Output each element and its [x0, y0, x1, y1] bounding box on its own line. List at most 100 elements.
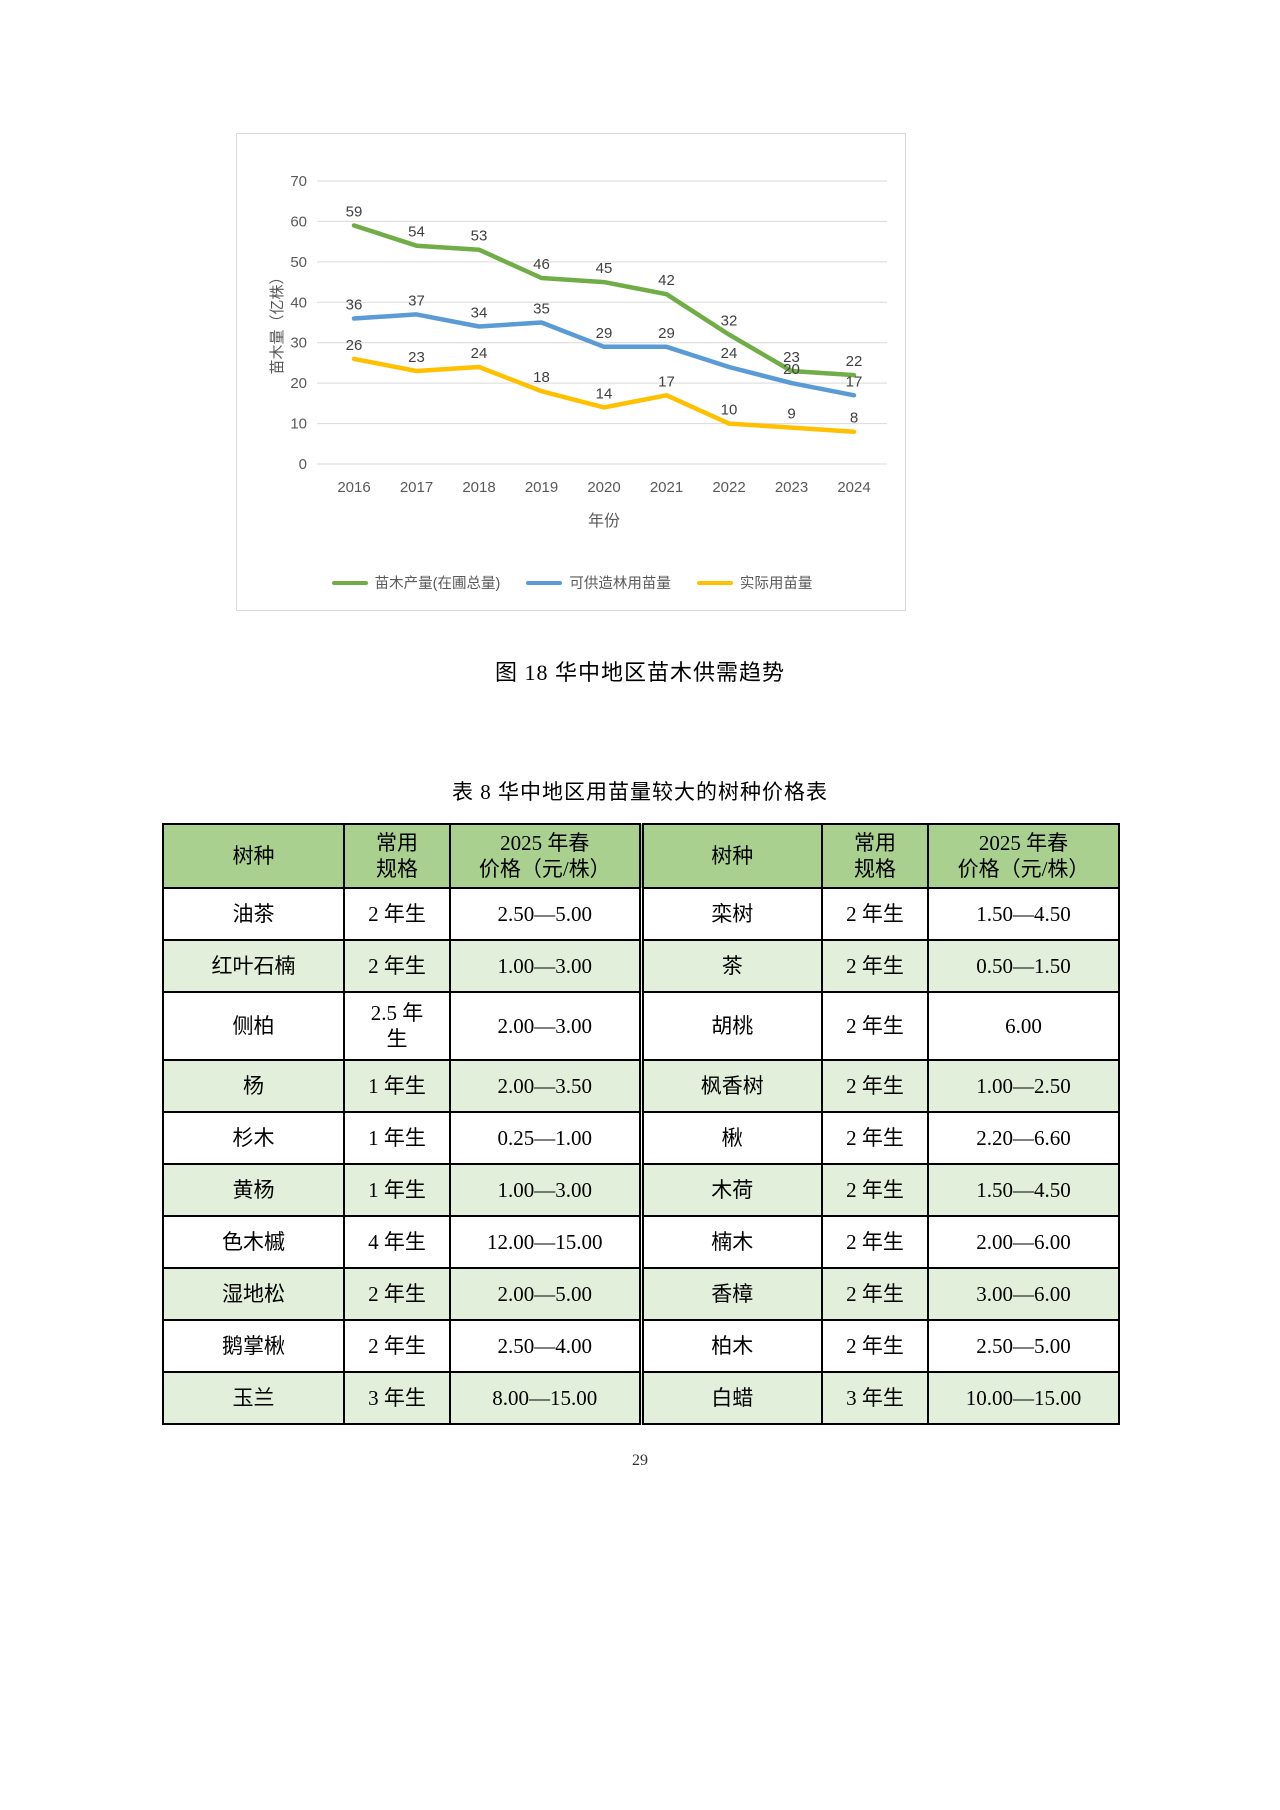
x-tick-label: 2017: [400, 479, 433, 496]
data-label: 17: [658, 373, 675, 390]
spec-cell: 3 年生: [821, 1371, 929, 1425]
price-cell: 2.50—5.00: [927, 1319, 1120, 1373]
chart-legend: 苗木产量(在圃总量) 可供造林用苗量 实际用苗量: [237, 572, 907, 593]
legend-label: 可供造林用苗量: [569, 576, 671, 592]
series-line: [351, 223, 857, 378]
chart-figure: 0 10 20 30 40 50 60 70 苗木量（亿株） 2016 2017 2018 2019 20…: [236, 133, 906, 611]
species-cell: 侧柏: [162, 991, 345, 1061]
y-axis-title: 苗木量（亿株）: [269, 269, 286, 374]
data-label: 29: [596, 325, 613, 342]
legend-line-swatch: [696, 580, 733, 585]
spec-cell: 1 年生: [343, 1111, 451, 1165]
x-tick-label: 2024: [837, 479, 870, 496]
spec-cell: 2 年生: [821, 887, 929, 941]
legend-label: 实际用苗量: [739, 576, 813, 592]
spec-cell: 4 年生: [343, 1215, 451, 1269]
y-tick-label: 30: [290, 335, 307, 352]
price-cell: 1.50—4.50: [927, 1163, 1120, 1217]
table-header-row: 树种 常用 规格 2025 年春 价格（元/株） 树种 常用 规格 2025 年春 价格（…: [162, 823, 1120, 889]
data-label: 35: [533, 301, 550, 318]
spec-cell: 2 年生: [343, 1267, 451, 1321]
data-label: 8: [850, 410, 858, 427]
price-cell: 12.00—15.00: [449, 1215, 642, 1269]
table-title: 表 8 华中地区用苗量较大的树种价格表: [452, 780, 828, 804]
data-label: 46: [533, 256, 550, 273]
table-header-cell: 树种: [162, 823, 345, 889]
spec-cell: 2 年生: [343, 1319, 451, 1373]
spec-cell: 1 年生: [343, 1059, 451, 1113]
data-label: 34: [471, 305, 488, 322]
table-row: 鹅掌楸 2 年生 2.50—4.00 柏木 2 年生 2.50—5.00: [162, 1319, 1120, 1373]
y-tick-label: 0: [299, 456, 307, 473]
species-cell: 湿地松: [162, 1267, 345, 1321]
data-label: 29: [658, 325, 675, 342]
species-cell: 黄杨: [162, 1163, 345, 1217]
data-label: 17: [846, 373, 863, 390]
data-label: 23: [783, 349, 800, 366]
price-cell: 2.00—6.00: [927, 1215, 1120, 1269]
data-label: 24: [721, 345, 738, 362]
data-label: 36: [346, 297, 363, 314]
data-label: 18: [533, 369, 550, 386]
species-cell: 栾树: [638, 887, 823, 941]
table-row: 湿地松 2 年生 2.00—5.00 香樟 2 年生 3.00—6.00: [162, 1267, 1120, 1321]
legend-item: 苗木产量(在圃总量): [331, 572, 501, 593]
spec-cell: 2 年生: [821, 1319, 929, 1373]
table-row: 黄杨 1 年生 1.00—3.00 木荷 2 年生 1.50—4.50: [162, 1163, 1120, 1217]
legend-label: 苗木产量(在圃总量): [374, 576, 501, 592]
spec-cell: 2 年生: [821, 1163, 929, 1217]
x-tick-label: 2021: [650, 479, 683, 496]
page-number: 29: [632, 1452, 648, 1469]
spec-cell: 2 年生: [821, 1111, 929, 1165]
data-label: 32: [721, 313, 738, 330]
species-cell: 白蜡: [638, 1371, 823, 1425]
data-label: 42: [658, 272, 675, 289]
spec-cell: 2 年生: [821, 1267, 929, 1321]
price-cell: 2.50—5.00: [449, 887, 642, 941]
species-cell: 枫香树: [638, 1059, 823, 1113]
price-cell: 3.00—6.00: [927, 1267, 1120, 1321]
table-header-cell: 2025 年春 价格（元/株）: [927, 823, 1120, 889]
x-tick-label: 2022: [712, 479, 745, 496]
series-line: [351, 356, 857, 434]
y-tick-label: 40: [290, 294, 307, 311]
species-cell: 色木槭: [162, 1215, 345, 1269]
table-header-cell: 2025 年春 价格（元/株）: [449, 823, 642, 889]
data-label: 10: [721, 402, 738, 419]
species-cell: 油茶: [162, 887, 345, 941]
spec-cell: 2 年生: [821, 939, 929, 993]
price-cell: 1.00—3.00: [449, 1163, 642, 1217]
spec-cell: 3 年生: [343, 1371, 451, 1425]
table-row: 红叶石楠 2 年生 1.00—3.00 茶 2 年生 0.50—1.50: [162, 939, 1120, 993]
spec-cell: 1 年生: [343, 1163, 451, 1217]
species-cell: 杉木: [162, 1111, 345, 1165]
data-label: 24: [471, 345, 488, 362]
species-cell: 杨: [162, 1059, 345, 1113]
legend-item: 可供造林用苗量: [526, 572, 671, 593]
price-cell: 10.00—15.00: [927, 1371, 1120, 1425]
species-cell: 木荷: [638, 1163, 823, 1217]
species-cell: 楠木: [638, 1215, 823, 1269]
table-header-cell: 树种: [638, 823, 823, 889]
price-cell: 2.50—4.00: [449, 1319, 642, 1373]
legend-line-swatch: [526, 580, 563, 585]
y-tick-label: 10: [290, 416, 307, 433]
species-cell: 香樟: [638, 1267, 823, 1321]
species-cell: 红叶石楠: [162, 939, 345, 993]
y-tick-label: 60: [290, 213, 307, 230]
price-cell: 2.20—6.60: [927, 1111, 1120, 1165]
spec-cell: 2 年生: [343, 887, 451, 941]
data-label: 9: [787, 406, 795, 423]
data-label: 53: [471, 228, 488, 245]
series-line: [351, 312, 857, 398]
price-cell: 1.50—4.50: [927, 887, 1120, 941]
table-row: 油茶 2 年生 2.50—5.00 栾树 2 年生 1.50—4.50: [162, 887, 1120, 941]
price-cell: 6.00: [927, 991, 1120, 1061]
price-cell: 0.50—1.50: [927, 939, 1120, 993]
data-label: 26: [346, 337, 363, 354]
data-label: 37: [408, 292, 425, 309]
price-cell: 1.00—2.50: [927, 1059, 1120, 1113]
